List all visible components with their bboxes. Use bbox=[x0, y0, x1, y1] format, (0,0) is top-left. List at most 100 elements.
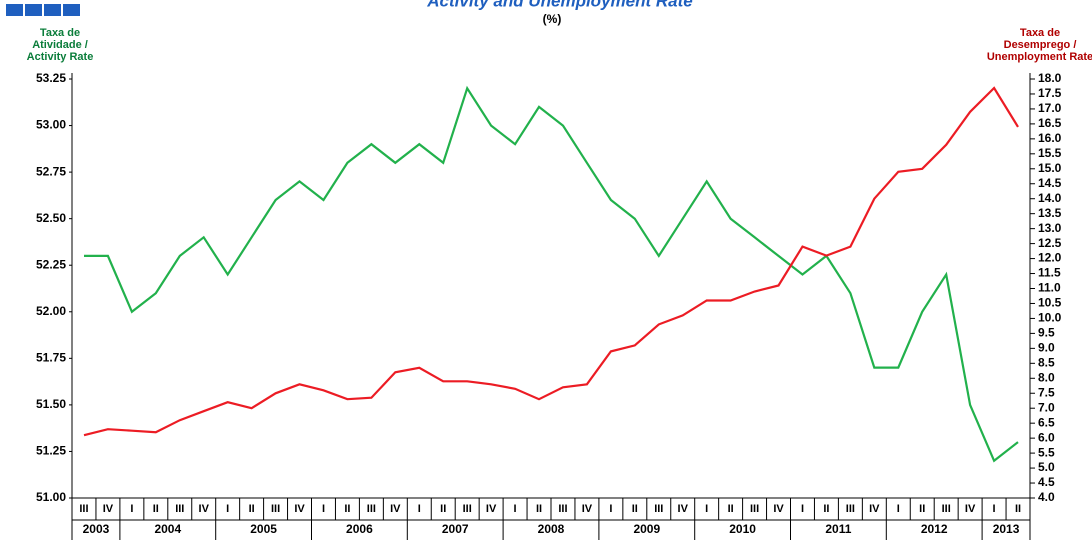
y2-tick-label: 7.5 bbox=[1038, 385, 1055, 399]
year-label: 2008 bbox=[538, 522, 565, 536]
x-tick-label: I bbox=[130, 503, 133, 515]
x-tick-label: I bbox=[418, 503, 421, 515]
x-tick-label: III bbox=[175, 503, 184, 515]
logo-block bbox=[44, 4, 61, 16]
data-line bbox=[83, 86, 1019, 437]
y-tick-label: 52.50 bbox=[36, 211, 66, 225]
y-tick-label: 51.75 bbox=[36, 351, 66, 365]
y2-axis-label: Unemployment Rate bbox=[987, 51, 1092, 63]
year-label: 2011 bbox=[825, 522, 851, 536]
x-tick-label: IV bbox=[773, 503, 784, 515]
x-tick-label: IV bbox=[678, 503, 689, 515]
logo bbox=[6, 4, 80, 16]
x-tick-label: II bbox=[153, 503, 159, 515]
chart-subtitle: (%) bbox=[543, 12, 562, 26]
x-tick-label: IV bbox=[294, 503, 305, 515]
year-label: 2009 bbox=[633, 522, 660, 536]
x-tick-label: II bbox=[344, 503, 350, 515]
y2-tick-label: 12.5 bbox=[1038, 236, 1062, 250]
y2-tick-label: 10.0 bbox=[1038, 311, 1062, 325]
y-tick-label: 52.00 bbox=[36, 304, 66, 318]
y-tick-label: 52.75 bbox=[36, 164, 66, 178]
y2-tick-label: 17.0 bbox=[1038, 101, 1062, 115]
y2-tick-label: 13.5 bbox=[1038, 206, 1062, 220]
y2-tick-label: 6.5 bbox=[1038, 415, 1055, 429]
year-label: 2006 bbox=[346, 522, 373, 536]
logo-block bbox=[63, 4, 80, 16]
y-tick-label: 52.25 bbox=[36, 257, 66, 271]
y-axis-label: Activity Rate bbox=[27, 51, 94, 63]
year-label: 2010 bbox=[729, 522, 756, 536]
logo-block bbox=[25, 4, 42, 16]
x-tick-label: II bbox=[919, 503, 925, 515]
data-line bbox=[84, 85, 1019, 463]
y2-tick-label: 4.0 bbox=[1038, 490, 1055, 504]
y2-tick-label: 10.5 bbox=[1038, 296, 1062, 310]
x-tick-label: III bbox=[271, 503, 280, 515]
y2-tick-label: 13.0 bbox=[1038, 221, 1062, 235]
y2-tick-label: 18.0 bbox=[1038, 71, 1062, 85]
x-tick-label: I bbox=[609, 503, 612, 515]
x-tick-label: III bbox=[942, 503, 951, 515]
x-tick-label: I bbox=[322, 503, 325, 515]
y2-tick-label: 9.0 bbox=[1038, 341, 1055, 355]
x-tick-label: I bbox=[226, 503, 229, 515]
x-tick-label: III bbox=[558, 503, 567, 515]
x-tick-label: II bbox=[728, 503, 734, 515]
x-tick-label: I bbox=[897, 503, 900, 515]
x-tick-label: III bbox=[846, 503, 855, 515]
x-tick-label: IV bbox=[582, 503, 593, 515]
y2-tick-label: 15.0 bbox=[1038, 161, 1062, 175]
x-tick-label: III bbox=[79, 503, 88, 515]
y-tick-label: 51.50 bbox=[36, 397, 66, 411]
y-tick-label: 53.25 bbox=[36, 71, 66, 85]
y2-tick-label: 8.0 bbox=[1038, 370, 1055, 384]
x-tick-label: I bbox=[801, 503, 804, 515]
x-tick-label: IV bbox=[965, 503, 976, 515]
y2-tick-label: 5.5 bbox=[1038, 445, 1055, 459]
x-tick-label: II bbox=[440, 503, 446, 515]
y2-tick-label: 9.5 bbox=[1038, 326, 1055, 340]
x-tick-label: III bbox=[463, 503, 472, 515]
y2-axis-label: Desemprego / bbox=[1004, 39, 1077, 51]
x-tick-label: II bbox=[249, 503, 255, 515]
year-label: 2003 bbox=[83, 522, 110, 536]
chart-title: Activity and Unemployment Rate bbox=[426, 0, 692, 10]
y-axis-label: Atividade / bbox=[32, 39, 88, 51]
year-label: 2013 bbox=[993, 522, 1020, 536]
x-tick-label: IV bbox=[390, 503, 401, 515]
y2-tick-label: 16.0 bbox=[1038, 131, 1062, 145]
y2-axis-label: Taxa de bbox=[1020, 27, 1060, 39]
x-tick-label: I bbox=[514, 503, 517, 515]
y2-tick-label: 7.0 bbox=[1038, 400, 1055, 414]
y2-tick-label: 11.5 bbox=[1038, 266, 1061, 280]
x-tick-label: IV bbox=[199, 503, 210, 515]
y2-tick-label: 15.5 bbox=[1038, 146, 1062, 160]
y-tick-label: 51.00 bbox=[36, 490, 66, 504]
x-tick-label: III bbox=[654, 503, 663, 515]
y2-tick-label: 8.5 bbox=[1038, 355, 1055, 369]
y2-tick-label: 12.0 bbox=[1038, 251, 1062, 265]
logo-block bbox=[6, 4, 23, 16]
y2-tick-label: 14.0 bbox=[1038, 191, 1062, 205]
x-tick-label: IV bbox=[103, 503, 114, 515]
y-tick-label: 53.00 bbox=[36, 118, 66, 132]
y-axis-label: Taxa de bbox=[40, 27, 80, 39]
y2-tick-label: 14.5 bbox=[1038, 176, 1062, 190]
x-tick-label: II bbox=[536, 503, 542, 515]
y2-tick-label: 17.5 bbox=[1038, 86, 1062, 100]
x-tick-label: I bbox=[705, 503, 708, 515]
x-tick-label: III bbox=[367, 503, 376, 515]
x-tick-label: II bbox=[823, 503, 829, 515]
y2-tick-label: 6.0 bbox=[1038, 430, 1055, 444]
year-label: 2007 bbox=[442, 522, 469, 536]
y-tick-label: 51.25 bbox=[36, 444, 66, 458]
x-tick-label: III bbox=[750, 503, 759, 515]
year-label: 2012 bbox=[921, 522, 948, 536]
year-label: 2005 bbox=[250, 522, 277, 536]
y2-tick-label: 5.0 bbox=[1038, 460, 1055, 474]
y2-tick-label: 4.5 bbox=[1038, 475, 1055, 489]
x-tick-label: II bbox=[1015, 503, 1021, 515]
y2-tick-label: 16.5 bbox=[1038, 116, 1062, 130]
